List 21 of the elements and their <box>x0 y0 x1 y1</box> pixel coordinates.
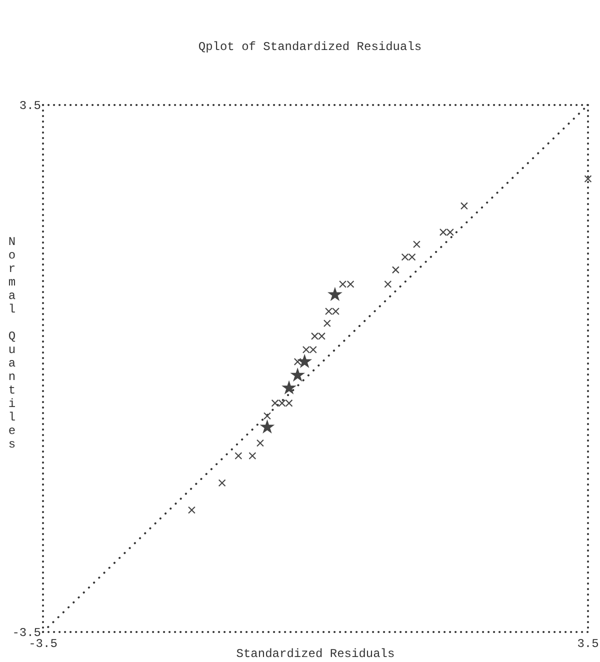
point <box>248 452 256 460</box>
point <box>298 355 311 368</box>
point <box>256 439 264 447</box>
x-axis-title: Standardized Residuals <box>236 647 395 661</box>
point <box>234 452 242 460</box>
point <box>282 381 296 394</box>
point <box>294 358 302 366</box>
point <box>218 479 226 487</box>
point <box>328 288 342 300</box>
text: Normal Quantiles <box>8 235 16 452</box>
point <box>392 266 400 274</box>
point <box>260 420 274 433</box>
point <box>323 320 331 328</box>
chart-title: Qplot of Standardized Residuals <box>198 40 422 54</box>
point <box>460 202 468 210</box>
point <box>584 175 592 183</box>
point <box>188 506 196 514</box>
point <box>412 240 420 248</box>
point <box>263 412 271 420</box>
point <box>384 280 392 288</box>
point <box>291 368 304 381</box>
